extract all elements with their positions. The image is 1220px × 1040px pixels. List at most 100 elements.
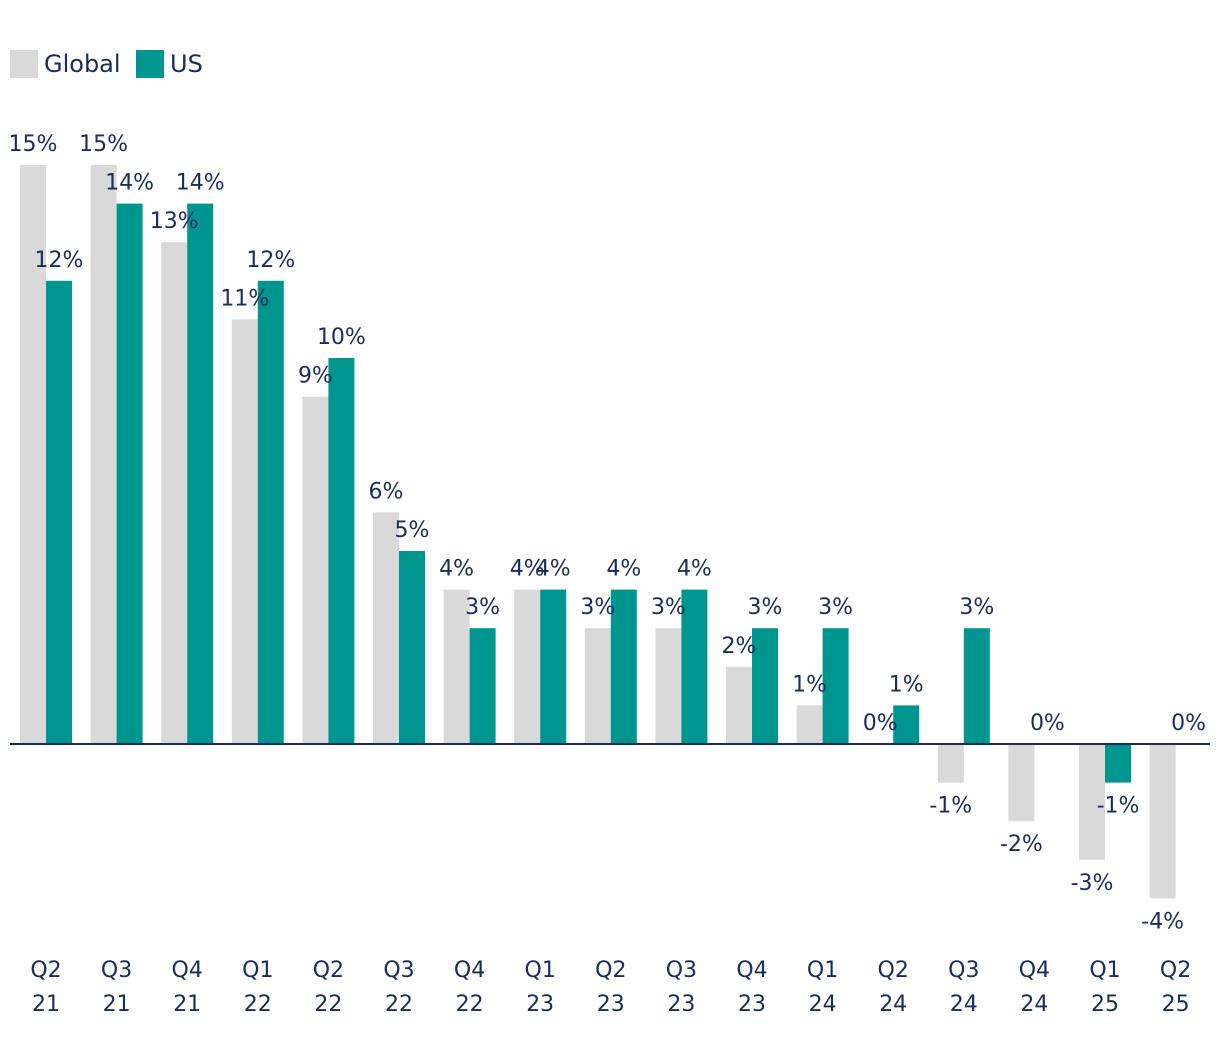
bar-us-q1-24 bbox=[822, 628, 849, 744]
bar-us-q3-23 bbox=[681, 589, 708, 744]
data-label-global-q1-24: 1% bbox=[792, 672, 827, 697]
data-label-us-q4-23: 3% bbox=[748, 595, 783, 620]
data-labels-layer: 15% 12% 15% 14% 13% 14% 11% 12% 9% 10% 6% 5% 4% 3% 4% 4… bbox=[9, 132, 1207, 934]
data-label-global-q1-25: -3% bbox=[1071, 871, 1114, 896]
data-label-global-q4-23: 2% bbox=[722, 634, 757, 659]
x-tick-label-quarter: Q1 bbox=[242, 958, 273, 983]
bar-us-q2-23 bbox=[610, 589, 637, 744]
bar-global-q1-22 bbox=[231, 319, 258, 744]
x-tick-label-year: 25 bbox=[1091, 992, 1119, 1017]
bar-us-q1-23 bbox=[540, 589, 567, 744]
x-axis: Q2 21 Q3 21 Q4 21 Q1 22 Q2 22 Q3 22 Q4 22 Q1 23 Q2 23 Q3 23… bbox=[30, 958, 1191, 1017]
data-label-us-q2-22: 10% bbox=[317, 325, 366, 350]
bar-us-q3-21 bbox=[116, 203, 143, 745]
x-tick-label-year: 22 bbox=[244, 992, 272, 1017]
bar-global-q2-22 bbox=[302, 396, 329, 744]
data-label-us-q3-24: 3% bbox=[959, 595, 994, 620]
x-tick-label-year: 24 bbox=[809, 992, 837, 1017]
data-label-us-q4-24: 0% bbox=[1030, 711, 1065, 736]
data-label-global-q2-22: 9% bbox=[298, 364, 333, 389]
bar-global-q4-24 bbox=[1008, 744, 1035, 822]
x-tick-label-year: 21 bbox=[103, 992, 131, 1017]
data-label-us-q2-21: 12% bbox=[35, 248, 84, 273]
data-label-us-q1-24: 3% bbox=[818, 595, 853, 620]
x-tick-label-year: 24 bbox=[1020, 992, 1048, 1017]
x-tick-label-quarter: Q1 bbox=[1089, 958, 1120, 983]
data-label-us-q4-22: 3% bbox=[465, 595, 500, 620]
x-tick-label-year: 23 bbox=[526, 992, 554, 1017]
bar-global-q3-22 bbox=[373, 512, 399, 744]
bar-global-q3-24 bbox=[937, 744, 964, 783]
bar-global-q3-23 bbox=[655, 628, 682, 744]
x-tick-label-year: 22 bbox=[385, 992, 413, 1017]
x-tick-label-quarter: Q3 bbox=[948, 958, 979, 983]
x-tick-label-quarter: Q2 bbox=[878, 958, 909, 983]
legend: Global US bbox=[10, 50, 203, 78]
bar-global-q2-23 bbox=[584, 628, 611, 744]
x-tick-label-quarter: Q4 bbox=[172, 958, 203, 983]
data-label-global-q3-23: 3% bbox=[651, 595, 686, 620]
x-tick-label-year: 25 bbox=[1162, 992, 1190, 1017]
x-tick-label-quarter: Q2 bbox=[30, 958, 61, 983]
data-label-us-q2-25: 0% bbox=[1171, 711, 1206, 736]
x-tick-label-quarter: Q2 bbox=[313, 958, 344, 983]
x-tick-label-year: 23 bbox=[667, 992, 695, 1017]
bar-global-q4-22 bbox=[443, 589, 470, 744]
data-label-global-q2-21: 15% bbox=[9, 132, 58, 157]
bar-us-q3-24 bbox=[963, 628, 990, 744]
data-label-global-q1-22: 11% bbox=[220, 286, 269, 311]
x-tick-label-quarter: Q2 bbox=[595, 958, 626, 983]
bar-global-q2-25 bbox=[1149, 744, 1176, 899]
legend-swatch-global bbox=[10, 50, 38, 78]
data-label-us-q1-25: -1% bbox=[1097, 794, 1140, 819]
data-label-global-q4-24: -2% bbox=[1000, 832, 1043, 857]
bar-us-q4-22 bbox=[469, 628, 496, 744]
data-label-global-q4-22: 4% bbox=[439, 557, 474, 582]
bar-global-q1-23 bbox=[514, 589, 541, 744]
legend-label-us: US bbox=[170, 50, 203, 78]
data-label-global-q3-22: 6% bbox=[369, 479, 404, 504]
bar-global-q1-25 bbox=[1079, 744, 1105, 860]
data-label-us-q1-22: 12% bbox=[246, 248, 295, 273]
x-tick-label-quarter: Q1 bbox=[525, 958, 556, 983]
x-tick-label-year: 22 bbox=[456, 992, 484, 1017]
data-label-us-q3-21: 14% bbox=[105, 171, 154, 196]
bar-us-q2-22 bbox=[328, 358, 355, 744]
bar-us-q1-25 bbox=[1105, 744, 1131, 783]
bar-us-q4-21 bbox=[187, 203, 214, 745]
bar-us-q4-23 bbox=[752, 628, 778, 744]
x-tick-label-year: 23 bbox=[597, 992, 625, 1017]
data-label-us-q2-24: 1% bbox=[889, 672, 924, 697]
bar-us-q2-21 bbox=[46, 280, 72, 744]
bar-us-q2-24 bbox=[893, 705, 920, 744]
data-label-us-q3-22: 5% bbox=[395, 518, 430, 543]
x-tick-label-year: 24 bbox=[950, 992, 978, 1017]
bar-global-q1-24 bbox=[796, 705, 823, 744]
data-label-us-q4-21: 14% bbox=[176, 171, 225, 196]
data-label-us-q1-23: 4% bbox=[536, 557, 571, 582]
x-tick-label-year: 21 bbox=[173, 992, 201, 1017]
x-tick-label-quarter: Q3 bbox=[666, 958, 697, 983]
data-label-global-q3-21: 15% bbox=[79, 132, 128, 157]
x-tick-label-quarter: Q1 bbox=[807, 958, 838, 983]
bar-global-q2-21 bbox=[20, 165, 46, 744]
legend-label-global: Global bbox=[44, 50, 121, 78]
bar-global-q4-23 bbox=[726, 666, 752, 744]
bar-us-q1-22 bbox=[257, 280, 284, 744]
x-tick-label-year: 24 bbox=[879, 992, 907, 1017]
x-tick-label-quarter: Q2 bbox=[1160, 958, 1191, 983]
data-label-global-q3-24: -1% bbox=[929, 794, 972, 819]
x-tick-label-year: 22 bbox=[314, 992, 342, 1017]
bar-global-q4-21 bbox=[161, 242, 188, 744]
data-label-global-q2-25: -4% bbox=[1141, 909, 1184, 934]
data-label-global-q4-21: 13% bbox=[150, 209, 199, 234]
bar-us-q3-22 bbox=[399, 551, 425, 744]
bar-global-q3-21 bbox=[90, 165, 117, 744]
bars-layer bbox=[20, 165, 1176, 899]
data-label-us-q2-23: 4% bbox=[606, 557, 641, 582]
x-tick-label-quarter: Q4 bbox=[1019, 958, 1050, 983]
data-label-us-q3-23: 4% bbox=[677, 557, 712, 582]
x-tick-label-quarter: Q3 bbox=[101, 958, 132, 983]
x-tick-label-year: 21 bbox=[32, 992, 60, 1017]
